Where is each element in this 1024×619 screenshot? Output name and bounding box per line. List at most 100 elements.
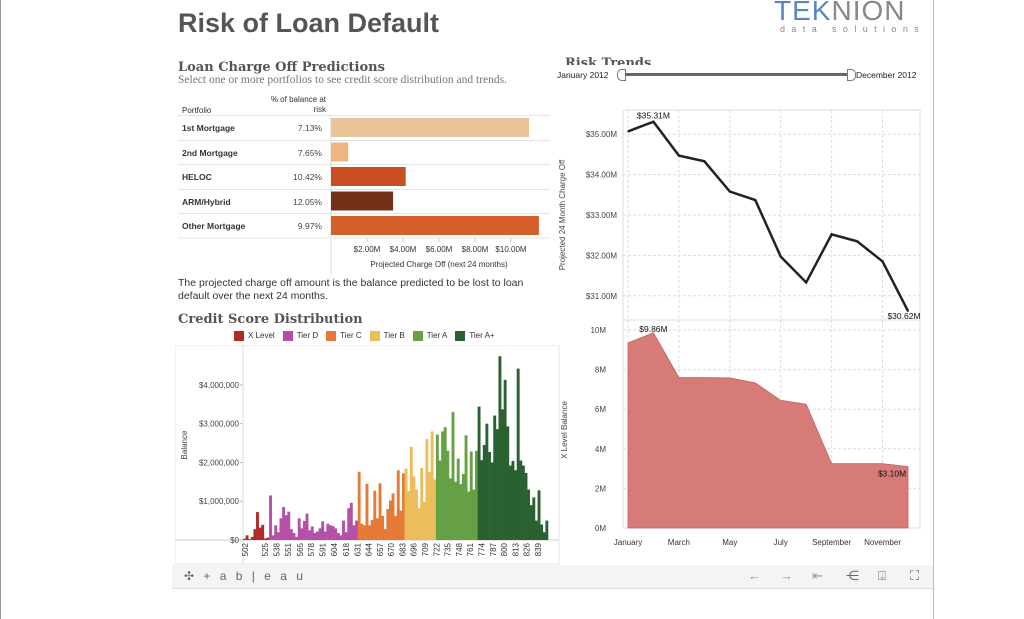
undo-icon[interactable]: ← [748, 568, 761, 583]
histogram-x-tick-label: 591 [319, 542, 328, 556]
portfolio-row[interactable] [178, 139, 550, 165]
histogram-bar-tier-d [271, 535, 275, 540]
histogram-bar-tier-b [428, 472, 431, 540]
portfolio-row[interactable] [178, 115, 550, 140]
area-y-tick-label: 4M [595, 445, 606, 454]
window-border-left [0, 0, 1, 619]
histogram-x-tick-label: 722 [432, 542, 441, 556]
histogram-x-tick-label: 748 [455, 542, 464, 556]
area-y-tick-label: 0M [595, 524, 606, 533]
histogram-bar-tier-d [323, 531, 327, 540]
date-range-slider-track[interactable] [622, 73, 850, 76]
window-border-right [933, 0, 934, 619]
portfolio-name: 1st Mortgage [182, 123, 235, 133]
area-y-tick-label: 6M [595, 405, 606, 414]
histogram-bar-tier-d [300, 528, 304, 540]
histogram-bar-tier-a- [516, 368, 520, 540]
bar-x-tick-label: $2.00M [354, 245, 381, 254]
line-y-tick-label: $34.00M [586, 171, 617, 180]
histogram-bar-tier-b [425, 439, 429, 540]
tableau-brand: + a b | e a u [203, 569, 306, 583]
histogram-bar-tier-a- [506, 426, 510, 540]
histogram-bar-tier-a [475, 450, 478, 540]
legend-label: Tier C [340, 331, 362, 341]
slider-end-handle[interactable] [847, 69, 856, 81]
histogram-bar-tier-d [321, 521, 325, 540]
slider-start-label: January 2012 [557, 70, 609, 80]
histogram-bar-tier-a [459, 484, 463, 540]
area-x-tick-label: September [812, 538, 851, 547]
histogram-bar-tier-a- [482, 445, 486, 540]
line-point [779, 255, 782, 258]
histogram-bar-tier-c [391, 493, 395, 540]
portfolio-row[interactable] [178, 188, 550, 214]
bar-heloc [331, 167, 406, 186]
tier-legend: X Level Tier D Tier C Tier B Tier A Tier A+ [234, 331, 495, 341]
legend-item[interactable]: Tier C [326, 331, 362, 341]
download-icon[interactable]: ⍗ [878, 568, 886, 583]
portfolio-pct: 12.05% [293, 196, 322, 207]
legend-label: Tier A+ [469, 331, 495, 341]
legend-item[interactable]: Tier A+ [455, 331, 495, 341]
page-title: Risk of Loan Default [178, 8, 440, 38]
line-point [754, 199, 757, 201]
histogram-frame [175, 345, 560, 565]
histogram-bar-x-level [261, 524, 265, 540]
histogram-bar-tier-c [394, 515, 398, 540]
legend-item[interactable]: Tier A [412, 331, 447, 341]
histogram-bar-tier-a- [521, 465, 525, 540]
histogram-bar-tier-a- [490, 462, 494, 540]
area-y-tick-label: 8M [595, 366, 606, 375]
tableau-logo[interactable]: ✣ + a b | e a u [184, 569, 306, 583]
legend-item[interactable]: Tier B [369, 331, 405, 341]
histogram-x-tick-label: 800 [500, 542, 509, 556]
histogram-bar-tier-c [375, 518, 379, 540]
legend-item[interactable]: Tier D [282, 331, 319, 341]
histogram-bar-tier-a [451, 412, 455, 540]
area-data-label: $9.86M [639, 324, 667, 334]
histogram-bar-tier-a- [529, 505, 533, 540]
legend-item[interactable]: X Level [234, 331, 275, 341]
histogram-bar-tier-c [373, 490, 377, 540]
histogram-bar-tier-a [443, 427, 447, 540]
portfolio-name: HELOC [182, 172, 212, 182]
line-point [703, 160, 706, 163]
teknion-logo-tagline: data solutions [780, 24, 926, 34]
portfolio-pct: 7.65% [297, 147, 322, 158]
histogram-bar-tier-d [342, 520, 345, 540]
share-icon[interactable]: ⋲ [846, 568, 859, 583]
area-x-tick-label: July [774, 538, 788, 547]
revert-icon[interactable]: ⇤ [812, 568, 823, 583]
histogram-bar-tier-b [412, 476, 416, 540]
histogram-bar-tier-c [402, 473, 405, 540]
histogram-bar-tier-a [472, 489, 476, 540]
histogram-bar-tier-a- [495, 429, 499, 540]
legend-label: Tier D [296, 331, 319, 341]
histogram-x-tick-label: 787 [489, 542, 498, 556]
histogram-bar-x-level [266, 537, 270, 540]
portfolio-row[interactable] [178, 164, 550, 189]
histogram-bar-tier-d [305, 513, 309, 540]
histogram-bar-tier-a- [501, 409, 504, 540]
histogram-bar-tier-a [448, 478, 452, 540]
histogram-bar-tier-d [274, 525, 278, 540]
portfolio-row[interactable] [178, 213, 550, 238]
histogram-bar-tier-d [310, 526, 314, 540]
redo-icon[interactable]: → [780, 568, 793, 583]
bar-arm-hybrid [331, 191, 394, 211]
legend-label: X Level [248, 331, 275, 341]
histogram-x-tick-label: 657 [376, 542, 385, 556]
histogram-bar-tier-d [334, 528, 338, 540]
predictions-title: Loan Charge Off Predictions [178, 60, 385, 75]
histogram-bar-tier-b [409, 446, 413, 540]
histogram-x-tick-label: 735 [444, 542, 453, 556]
fullscreen-icon[interactable]: ⛶ [910, 568, 920, 583]
portfolio-pct: 7.13% [297, 123, 322, 133]
slider-start-handle[interactable] [617, 69, 626, 81]
histogram-bar-tier-c [381, 515, 385, 540]
histogram-y-tick-label: $4,000,000 [199, 381, 240, 390]
histogram-bar-tier-a- [532, 497, 536, 540]
histogram-bar-tier-d [336, 533, 340, 540]
histogram-x-tick-label: 839 [534, 542, 543, 556]
histogram-bar-tier-d [287, 511, 291, 540]
